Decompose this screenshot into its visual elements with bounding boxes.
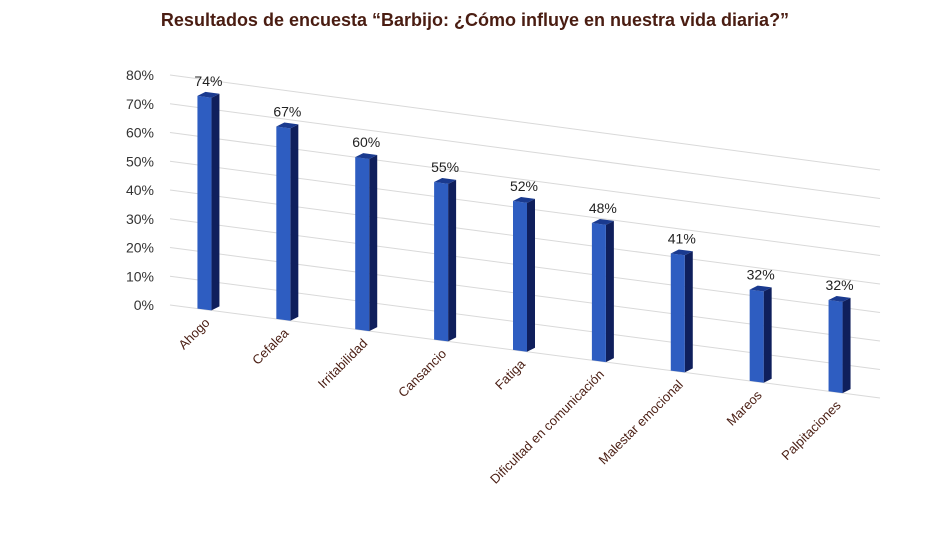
bar-top xyxy=(749,285,772,292)
data-label: 32% xyxy=(747,267,775,283)
bar-side xyxy=(448,179,457,342)
bar xyxy=(355,157,370,332)
bar-side xyxy=(211,93,220,311)
bar-top xyxy=(197,91,220,98)
bar xyxy=(828,300,843,394)
chart-title: Resultados de encuesta “Barbijo: ¿Cómo i… xyxy=(160,10,790,30)
x-tick-label: Palpitaciones xyxy=(778,397,844,463)
data-label: 52% xyxy=(510,178,538,194)
bar-side xyxy=(842,297,851,394)
bar xyxy=(591,222,606,363)
gridline xyxy=(169,304,881,399)
y-tick-label: 70% xyxy=(126,96,154,112)
data-label: 55% xyxy=(431,159,459,175)
bar-top xyxy=(276,122,299,129)
bar xyxy=(670,253,685,373)
y-tick-label: 50% xyxy=(126,153,154,169)
x-tick-label: Cefalea xyxy=(249,325,292,368)
x-tick-label: Irritabilidad xyxy=(315,336,371,392)
x-tick-label: Cansancio xyxy=(395,346,449,400)
y-tick-label: 40% xyxy=(126,182,154,198)
bar xyxy=(749,289,764,383)
bar xyxy=(434,181,449,342)
bar-side xyxy=(290,124,299,321)
x-tick-label: Ahogo xyxy=(175,315,212,352)
bar-side xyxy=(763,287,772,383)
bar-top xyxy=(355,153,378,160)
bar-side xyxy=(605,220,614,363)
bar xyxy=(197,95,212,311)
bar-top xyxy=(828,296,851,302)
data-label: 41% xyxy=(668,230,696,246)
gridline xyxy=(169,103,881,199)
data-label: 60% xyxy=(352,134,380,150)
y-tick-label: 20% xyxy=(126,240,154,256)
x-tick-label: Malestar emocional xyxy=(596,377,686,467)
y-tick-label: 30% xyxy=(126,211,154,227)
y-tick-label: 10% xyxy=(126,268,154,284)
bar xyxy=(276,126,291,321)
bar-top xyxy=(513,197,535,203)
data-label: 67% xyxy=(273,104,301,120)
y-tick-label: 80% xyxy=(126,67,154,83)
bar-side xyxy=(684,251,693,373)
x-tick-label: Mareos xyxy=(724,387,766,429)
x-tick-label: Fatiga xyxy=(492,356,529,393)
y-tick-label: 0% xyxy=(134,297,154,313)
bar-side xyxy=(369,155,378,332)
bar-top xyxy=(591,218,614,225)
bar xyxy=(513,201,527,352)
bar-top xyxy=(434,177,457,184)
bar-top xyxy=(670,249,693,256)
data-label: 48% xyxy=(589,200,617,216)
data-label: 32% xyxy=(826,277,854,293)
y-tick-label: 60% xyxy=(126,125,154,141)
bar-side xyxy=(527,198,535,352)
data-label: 74% xyxy=(194,73,222,89)
gridline xyxy=(169,74,881,171)
